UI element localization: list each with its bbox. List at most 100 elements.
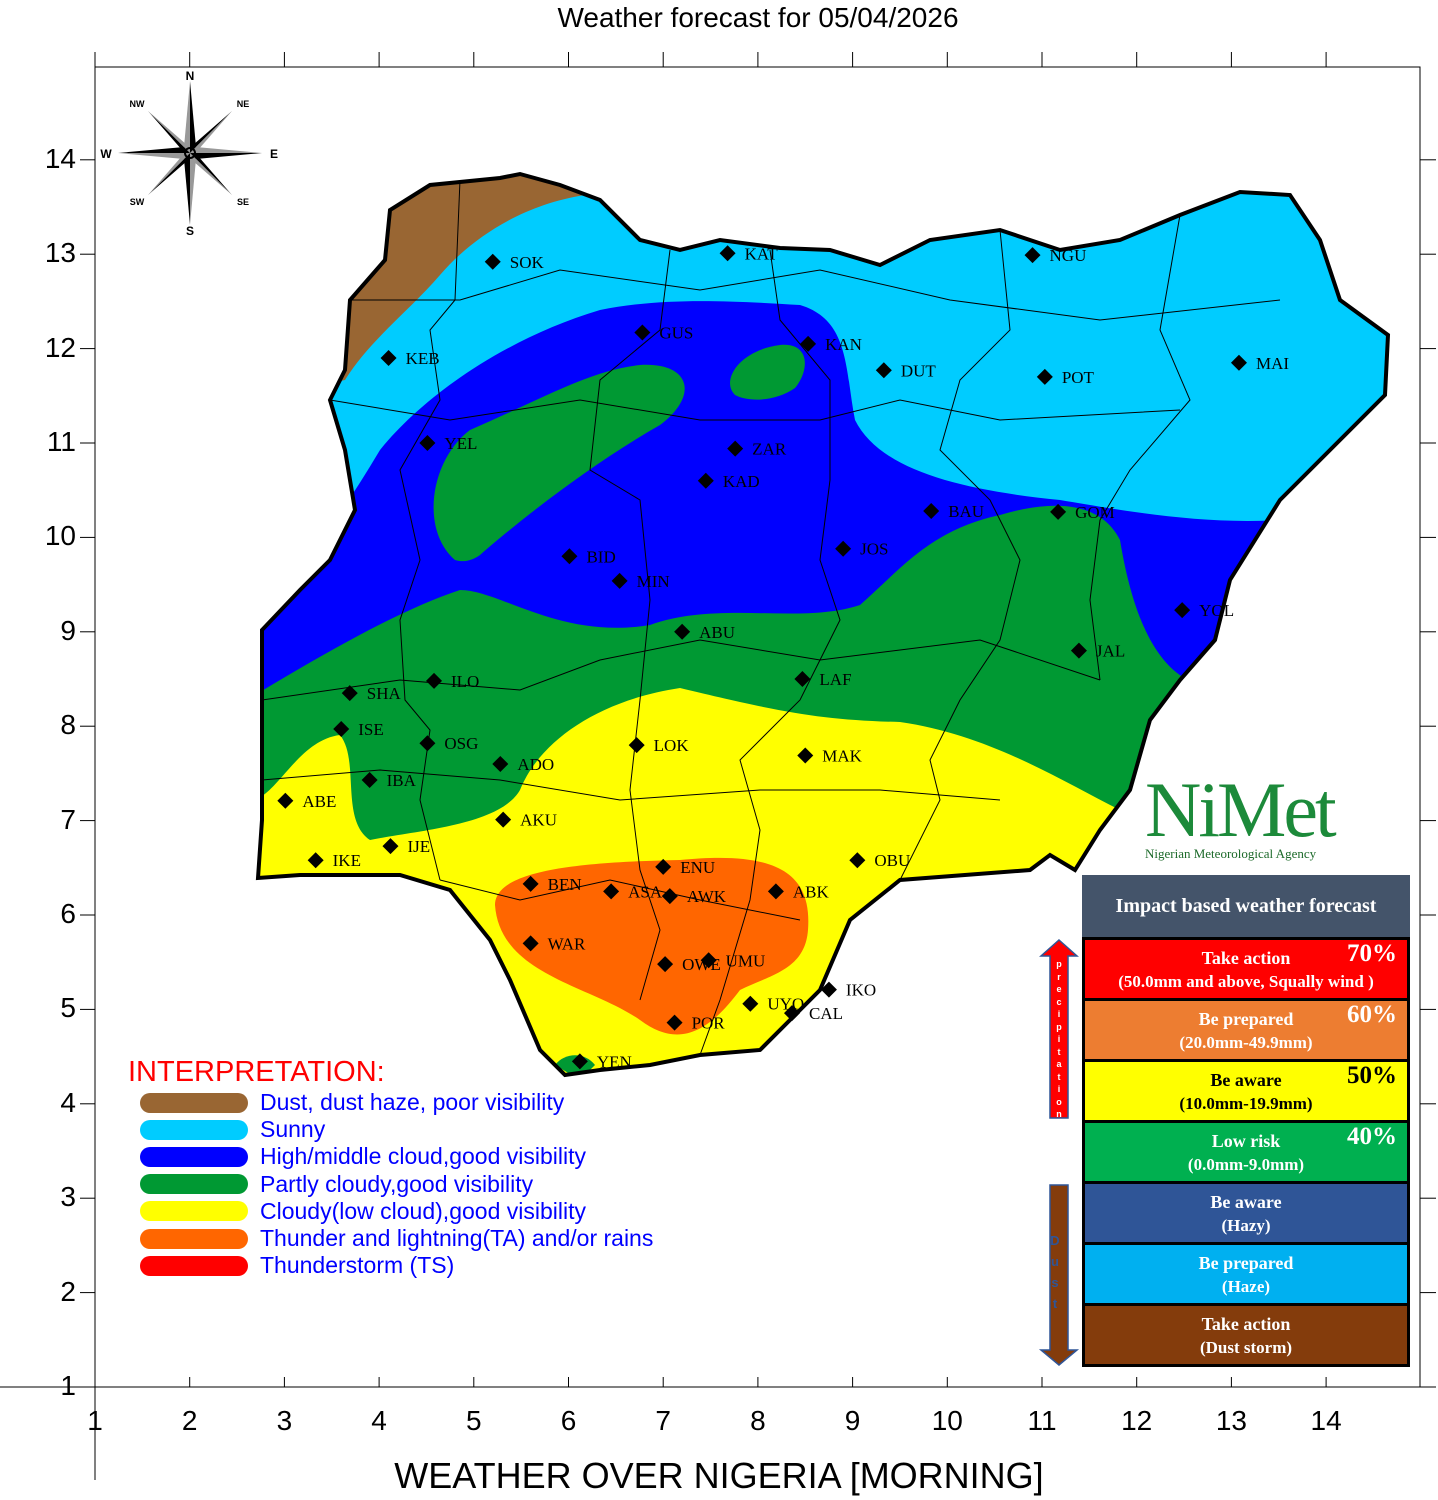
city-label: KAT [745,244,779,263]
legend-swatch [140,1092,248,1113]
city-marker-icon [426,672,443,689]
y-tick-label: 4 [60,1086,76,1118]
city-label: MIN [637,572,670,591]
city-label: OBU [874,851,910,870]
legend-swatch [140,1119,248,1140]
city-marker-icon [657,956,674,973]
city-markers: SOK KAT NGU KEB GUS KAN DUT POT MAI YEL ZAR KAD BAU G… [277,244,1289,1071]
city-marker-icon [361,772,378,789]
compass-w: W [100,147,112,161]
city-marker-icon [835,540,852,557]
city-label: AKU [520,811,557,830]
compass-n: N [186,69,195,83]
city-marker-icon [719,245,736,262]
city-marker-icon [783,1005,800,1022]
logo-wordmark: NiMet [1145,766,1337,853]
city-marker-icon [611,572,628,589]
compass-sw: SW [130,197,145,207]
city-marker-icon [697,472,714,489]
impact-level: Take action (Dust storm) [1085,1306,1407,1364]
city-marker-icon [1024,247,1041,264]
impact-level-range: (0.0mm-9.0mm) [1187,1155,1305,1174]
city-label: UMU [726,951,766,970]
legend-swatch [140,1228,248,1249]
impact-level-percent: 70% [1347,940,1397,967]
city-marker-icon [382,838,399,855]
legend-label: Sunny [260,1116,326,1143]
city-marker-icon [1230,354,1247,371]
city-label: IJE [407,837,430,856]
impact-level-title: Be aware [1210,1192,1282,1212]
interpretation-legend: INTERPRETATION: Dust, dust haze, poor vi… [128,1056,653,1279]
impact-level-percent: 60% [1347,1001,1397,1028]
impact-level-range: (Haze) [1221,1277,1271,1296]
x-tick-label: 14 [1310,1405,1342,1436]
city-label: JAL [1096,642,1125,661]
impact-level-title: Low risk [1211,1131,1281,1151]
city-marker-icon [1036,368,1053,385]
y-tick-label: 6 [60,898,76,929]
city-label: BID [586,547,615,566]
x-tick-label: 9 [844,1405,861,1436]
city-label: ISE [358,720,384,739]
legend-swatch [140,1174,248,1195]
nimet-logo: NiMet Nigerian Meteorological Agency [1145,770,1370,862]
zone-partly-cloudy-north [433,364,685,562]
city-marker-icon [603,883,620,900]
legend-item: Cloudy(low cloud),good visibility [140,1198,653,1225]
city-marker-icon [628,737,645,754]
x-tick-label: 5 [466,1405,482,1436]
x-tick-label: 7 [655,1405,671,1436]
city-marker-icon [495,811,512,828]
city-label: IKO [846,981,876,1000]
city-label: SHA [367,684,402,703]
impact-level: Take action (50.0mm and above, Squally wi… [1085,940,1407,998]
city-label: ASA [628,882,663,901]
impact-level-range: (Dust storm) [1199,1338,1293,1357]
city-marker-icon [661,888,678,905]
impact-level-range: (50.0mm and above, Squally wind ) [1118,972,1374,991]
impact-level: Be prepared (Haze) [1085,1245,1407,1303]
city-marker-icon [333,721,350,738]
legend-swatch [140,1255,248,1276]
impact-level-title: Be prepared [1198,1009,1294,1029]
compass-ne: NE [237,99,250,109]
city-label: UYO [767,995,804,1014]
city-label: MAK [822,746,862,765]
city-label: KEB [406,349,440,368]
city-label: ENU [680,858,715,877]
legend-swatch [140,1146,248,1167]
impact-level-range: (10.0mm-19.9mm) [1179,1094,1313,1113]
state-boundaries [261,179,1281,1056]
city-label: POT [1062,368,1095,387]
city-marker-icon [700,952,717,969]
impact-level-title: Take action [1201,948,1291,968]
zone-thunder-rain [495,857,809,1035]
city-label: ILO [451,672,479,691]
legend-label: Partly cloudy,good visibility [260,1170,534,1197]
city-label: NGU [1050,246,1087,265]
city-label: IBA [387,771,417,790]
compass-nw: NW [130,99,145,109]
legend-swatch [140,1201,248,1222]
x-tick-label: 1 [87,1405,103,1436]
city-marker-icon [571,1053,588,1070]
map-title: Weather forecast for 05/04/2026 [557,2,959,33]
city-label: POR [692,1014,726,1033]
impact-level: Be prepared (20.0mm-49.9mm) 60% [1085,1001,1407,1059]
impact-level: Be aware (Hazy) [1085,1184,1407,1242]
y-tick-label: 8 [60,709,76,741]
city-marker-icon [277,792,294,809]
legend-label: High/middle cloud,good visibility [260,1143,586,1170]
city-label: ABU [699,623,735,642]
city-label: BEN [548,875,582,894]
legend-label: Thunderstorm (TS) [260,1252,455,1279]
city-label: CAL [809,1004,843,1023]
y-tick-label: 14 [44,142,76,174]
city-label: YOL [1199,601,1234,620]
legend-label: Cloudy(low cloud),good visibility [260,1197,586,1224]
city-label: ABK [793,882,830,901]
